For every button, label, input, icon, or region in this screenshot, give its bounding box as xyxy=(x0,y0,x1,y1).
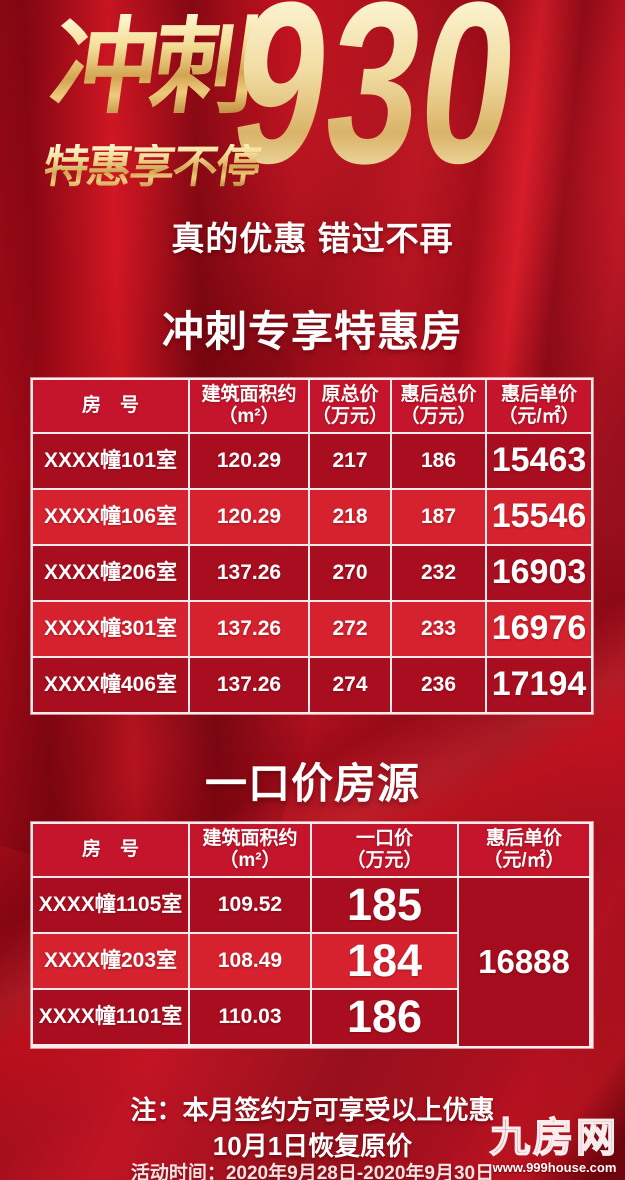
area-cell: 137.26 xyxy=(190,602,308,656)
header-line: （m²） xyxy=(219,850,281,871)
header-line: （万元） xyxy=(346,850,423,871)
header-line: 建筑面积约 xyxy=(201,384,297,406)
table-header-area: 建筑面积约 （m²） xyxy=(190,380,308,432)
area-cell: 137.26 xyxy=(190,546,308,600)
disc-total-cell: 187 xyxy=(392,490,485,544)
disc-total-cell: 236 xyxy=(392,658,485,712)
area-cell: 108.49 xyxy=(190,934,310,988)
disc-total-cell: 186 xyxy=(392,434,485,488)
table-header-room: 房 号 xyxy=(33,380,188,432)
header-line: 惠后单价 xyxy=(485,828,562,850)
merged-unit-price-cell: 16888 xyxy=(459,878,589,1046)
watermark-url: www.999house.com xyxy=(492,1160,617,1175)
special-offer-table: 房 号 建筑面积约 （m²） 原总价 （万元） 惠后总价 （万元） 惠后单价 （元/㎡）… xyxy=(31,378,593,714)
table-header-original-total: 原总价 （万元） xyxy=(310,380,390,432)
room-cell: XXXX幢301室 xyxy=(33,602,188,656)
area-cell: 110.03 xyxy=(190,990,310,1044)
fixed-price-cell: 185 xyxy=(312,878,457,932)
hero-tagline: 真的优惠 错过不再 xyxy=(171,220,454,257)
table-header-room: 房 号 xyxy=(33,824,188,876)
fixed-price-cell: 186 xyxy=(312,990,457,1044)
room-cell: XXXX幢206室 xyxy=(33,546,188,600)
header-line: 一口价 xyxy=(355,828,413,850)
room-cell: XXXX幢1105室 xyxy=(33,878,188,932)
room-cell: XXXX幢1101室 xyxy=(33,990,188,1044)
table-header-fixed-price: 一口价 （万元） xyxy=(312,824,457,876)
header-line: （元/㎡） xyxy=(483,850,565,871)
special-offer-heading: 冲刺专享特惠房 xyxy=(161,308,463,355)
fixed-price-table: 房 号 建筑面积约 （m²） 一口价 （万元） 惠后单价 （元/㎡） XXXX幢110… xyxy=(31,822,593,1048)
header-line: （元/㎡） xyxy=(498,406,580,427)
orig-total-cell: 270 xyxy=(310,546,390,600)
orig-total-cell: 217 xyxy=(310,434,390,488)
room-cell: XXXX幢101室 xyxy=(33,434,188,488)
header-line: 建筑面积约 xyxy=(202,828,298,850)
activity-time: 活动时间：2020年9月28日-2020年9月30日 xyxy=(130,1163,495,1180)
header-line: 原总价 xyxy=(321,384,379,406)
note-line-1: 注：本月签约方可享受以上优惠 xyxy=(130,1095,495,1125)
header-line: 惠后单价 xyxy=(500,384,577,406)
header-line: （万元） xyxy=(311,406,388,427)
area-cell: 120.29 xyxy=(190,434,308,488)
unit-price-cell: 17194 xyxy=(487,658,591,712)
area-cell: 109.52 xyxy=(190,878,310,932)
hero-title: 冲刺 xyxy=(43,8,261,126)
disc-total-cell: 232 xyxy=(392,546,485,600)
header-line: （m²） xyxy=(218,406,280,427)
unit-price-cell: 16903 xyxy=(487,546,591,600)
table-header-area: 建筑面积约 （m²） xyxy=(190,824,310,876)
unit-price-cell: 16976 xyxy=(487,602,591,656)
hero-big-number: 930 xyxy=(219,0,532,211)
hero-gold-subtitle: 特惠享不停 xyxy=(40,141,263,192)
unit-price-cell: 15546 xyxy=(487,490,591,544)
table-header-discounted-total: 惠后总价 （万元） xyxy=(392,380,485,432)
room-cell: XXXX幢203室 xyxy=(33,934,188,988)
room-cell: XXXX幢406室 xyxy=(33,658,188,712)
area-cell: 137.26 xyxy=(190,658,308,712)
watermark-logo: 九房网 xyxy=(489,1116,619,1160)
header-line: （万元） xyxy=(400,406,477,427)
disc-total-cell: 233 xyxy=(392,602,485,656)
room-cell: XXXX幢106室 xyxy=(33,490,188,544)
orig-total-cell: 272 xyxy=(310,602,390,656)
header-line: 惠后总价 xyxy=(400,384,477,406)
orig-total-cell: 274 xyxy=(310,658,390,712)
header-line: 房 号 xyxy=(81,839,139,861)
watermark: 九房网 www.999house.com xyxy=(489,1116,619,1175)
header-line: 房 号 xyxy=(81,395,139,417)
orig-total-cell: 218 xyxy=(310,490,390,544)
fixed-price-heading: 一口价房源 xyxy=(204,760,420,807)
area-cell: 120.29 xyxy=(190,490,308,544)
unit-price-cell: 15463 xyxy=(487,434,591,488)
note-line-2: 10月1日恢复原价 xyxy=(212,1131,413,1161)
table-header-unit-price: 惠后单价 （元/㎡） xyxy=(459,824,589,876)
fixed-price-cell: 184 xyxy=(312,934,457,988)
table-header-unit-price: 惠后单价 （元/㎡） xyxy=(487,380,591,432)
